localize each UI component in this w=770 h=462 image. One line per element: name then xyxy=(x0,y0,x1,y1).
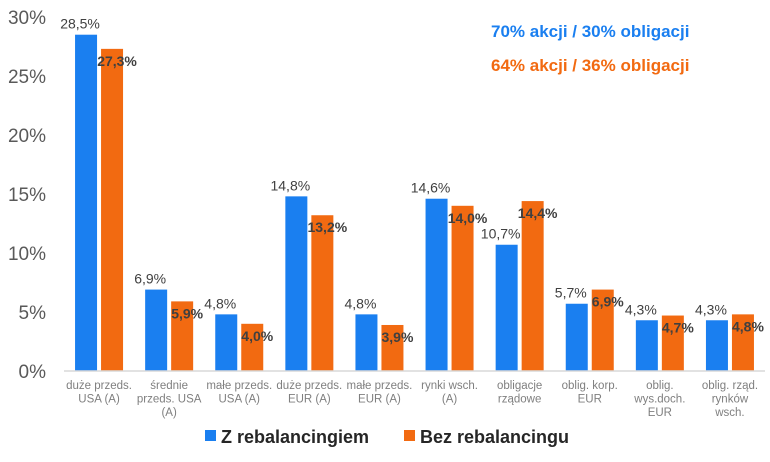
data-label-bez-rebalancingu: 4,7% xyxy=(662,320,694,336)
bar-z-rebalancingiem xyxy=(145,289,168,371)
y-tick-label: 0% xyxy=(19,362,47,383)
data-label-z-rebalancingiem: 4,8% xyxy=(204,295,236,311)
data-label-z-rebalancingiem: 4,3% xyxy=(625,301,657,317)
y-tick-label: 5% xyxy=(19,303,47,324)
data-label-bez-rebalancingu: 4,8% xyxy=(732,318,764,334)
annotation-64-36: 64% akcji / 36% obligacji xyxy=(491,56,689,75)
y-axis: 0% 5% 10% 15% 20% 25% 30% xyxy=(8,8,46,383)
bar-bez-rebalancingu xyxy=(311,215,334,371)
data-label-z-rebalancingiem: 4,3% xyxy=(695,301,727,317)
x-category-label: EUR (A) xyxy=(288,394,331,406)
x-category-label: (A) xyxy=(161,407,177,419)
y-tick-label: 10% xyxy=(8,244,46,265)
data-label-bez-rebalancingu: 3,9% xyxy=(381,329,413,345)
bar-z-rebalancingiem xyxy=(285,196,308,371)
x-category-label: EUR xyxy=(578,394,602,406)
data-label-bez-rebalancingu: 27,3% xyxy=(97,53,137,69)
data-label-bez-rebalancingu: 4,0% xyxy=(241,328,273,344)
x-category-label: USA (A) xyxy=(218,394,260,406)
annotations-group: 70% akcji / 30% obligacji 64% akcji / 36… xyxy=(491,22,689,75)
legend-swatch-bez-rebalancingu xyxy=(404,430,415,441)
data-label-z-rebalancingiem: 4,8% xyxy=(344,295,376,311)
data-label-bez-rebalancingu: 14,4% xyxy=(518,205,558,221)
bar-z-rebalancingiem xyxy=(705,320,728,371)
x-category-label: przeds. USA xyxy=(137,394,202,406)
x-category-label: oblig. xyxy=(646,380,674,392)
data-label-bez-rebalancingu: 14,0% xyxy=(448,210,488,226)
x-category-label: wsch. xyxy=(714,407,744,419)
data-label-bez-rebalancingu: 5,9% xyxy=(171,305,203,321)
bar-z-rebalancingiem xyxy=(635,320,658,371)
bar-bez-rebalancingu xyxy=(661,315,684,371)
bar-bez-rebalancingu xyxy=(591,289,614,371)
bar-z-rebalancingiem xyxy=(495,244,518,371)
x-category-label: EUR xyxy=(648,407,672,419)
data-label-z-rebalancingiem: 10,7% xyxy=(481,226,521,242)
y-tick-label: 15% xyxy=(8,185,46,206)
bars-group xyxy=(75,34,754,372)
bar-bez-rebalancingu xyxy=(521,201,544,371)
x-category-label: małe przeds. xyxy=(206,380,272,392)
x-category-label: duże przeds. xyxy=(276,380,342,392)
x-category-label: duże przeds. xyxy=(66,380,132,392)
bar-bez-rebalancingu xyxy=(171,301,194,371)
y-tick-label: 20% xyxy=(8,126,46,147)
x-category-label: średnie xyxy=(150,380,188,392)
bar-bez-rebalancingu xyxy=(381,324,404,371)
x-category-label: małe przeds. xyxy=(347,380,413,392)
x-category-label: rządowe xyxy=(498,394,541,406)
x-category-label: rynków xyxy=(712,394,749,406)
bar-bez-rebalancingu xyxy=(451,205,474,371)
data-label-z-rebalancingiem: 6,9% xyxy=(134,271,166,287)
bar-z-rebalancingiem xyxy=(355,314,378,371)
bar-bez-rebalancingu xyxy=(241,323,264,371)
data-label-z-rebalancingiem: 5,7% xyxy=(555,285,587,301)
bar-z-rebalancingiem xyxy=(75,34,98,371)
bar-bez-rebalancingu xyxy=(731,314,754,371)
annotation-70-30: 70% akcji / 30% obligacji xyxy=(491,22,689,41)
data-label-z-rebalancingiem: 14,6% xyxy=(411,180,451,196)
x-category-label: oblig. korp. xyxy=(562,380,618,392)
x-category-label: USA (A) xyxy=(78,394,120,406)
bar-z-rebalancingiem xyxy=(565,303,588,371)
legend-label-z-rebalancingiem: Z rebalancingiem xyxy=(221,427,369,447)
data-label-z-rebalancingiem: 14,8% xyxy=(270,177,310,193)
data-label-bez-rebalancingu: 13,2% xyxy=(307,219,347,235)
data-labels-group: 28,5%27,3%6,9%5,9%4,8%4,0%14,8%13,2%4,8%… xyxy=(60,16,764,345)
data-label-z-rebalancingiem: 28,5% xyxy=(60,16,100,32)
x-category-label: wys.doch. xyxy=(633,394,685,406)
legend: Z rebalancingiem Bez rebalancingu xyxy=(205,427,569,447)
x-category-label: oblig. rząd. xyxy=(702,380,758,392)
y-tick-label: 25% xyxy=(8,67,46,88)
x-category-label: rynki wsch. xyxy=(421,380,478,392)
legend-swatch-z-rebalancingiem xyxy=(205,430,216,441)
y-tick-label: 30% xyxy=(8,8,46,29)
bar-z-rebalancingiem xyxy=(425,198,448,371)
legend-label-bez-rebalancingu: Bez rebalancingu xyxy=(420,427,569,447)
bar-bez-rebalancingu xyxy=(101,48,124,372)
x-category-label: obligacje xyxy=(497,380,542,392)
data-label-bez-rebalancingu: 6,9% xyxy=(592,294,624,310)
x-category-label: EUR (A) xyxy=(358,394,401,406)
bar-z-rebalancingiem xyxy=(215,314,238,371)
x-category-label: (A) xyxy=(442,394,458,406)
